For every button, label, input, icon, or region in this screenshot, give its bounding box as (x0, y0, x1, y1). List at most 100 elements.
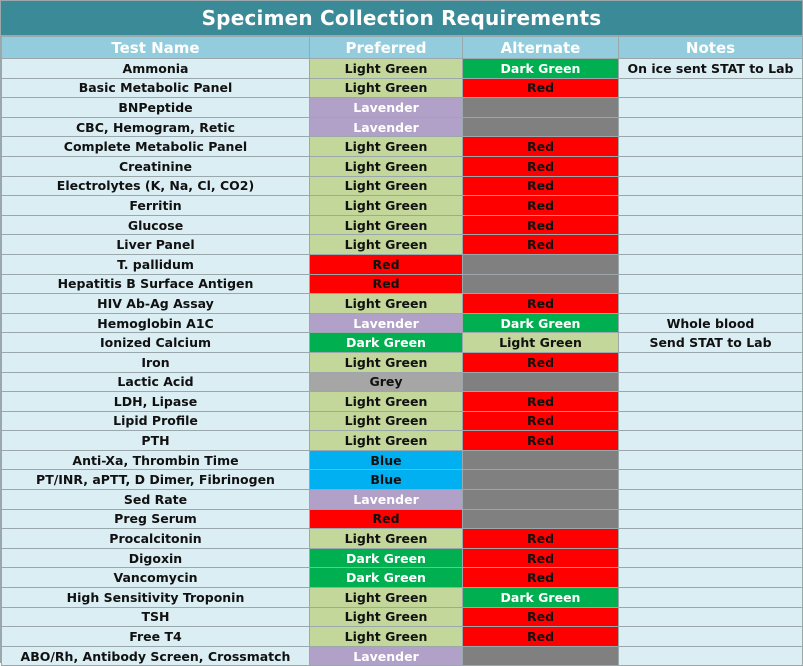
table-row: PTH Light Green Red (1, 430, 803, 451)
alternate-tube-cell: Red (462, 195, 619, 216)
notes-cell (618, 645, 803, 666)
alternate-tube-cell: Dark Green (462, 58, 619, 79)
table-row: Preg Serum Red (1, 508, 803, 530)
table-row: Iron Light Green Red (1, 351, 803, 373)
notes-cell (618, 587, 803, 608)
alternate-tube-cell (462, 273, 619, 295)
preferred-tube-cell: Light Green (309, 391, 463, 412)
test-name-cell: Anti-Xa, Thrombin Time (1, 449, 310, 471)
alternate-tube-cell: Red (462, 410, 619, 432)
preferred-tube-cell: Light Green (309, 136, 463, 157)
notes-cell (618, 430, 803, 451)
preferred-tube-cell: Light Green (309, 351, 463, 373)
test-name-cell: Vancomycin (1, 567, 310, 589)
notes-cell (618, 77, 803, 99)
test-name-cell: High Sensitivity Troponin (1, 587, 310, 608)
alternate-tube-cell: Red (462, 626, 619, 647)
test-name-cell: LDH, Lipase (1, 391, 310, 412)
alternate-tube-cell: Red (462, 391, 619, 412)
requirements-table: Test Name Preferred Alternate Notes Ammo… (1, 36, 803, 666)
preferred-tube-cell: Lavender (309, 645, 463, 666)
notes-cell (618, 469, 803, 491)
table-row: Electrolytes (K, Na, Cl, CO2) Light Green… (1, 175, 803, 197)
alternate-tube-cell (462, 116, 619, 138)
notes-cell (618, 136, 803, 157)
table-row: Digoxin Dark Green Red (1, 547, 803, 569)
table-row: Ammonia Light Green Dark Green On ice sent … (1, 58, 803, 79)
notes-cell (618, 195, 803, 216)
notes-cell (618, 175, 803, 197)
alternate-tube-cell (462, 489, 619, 510)
test-name-cell: Ionized Calcium (1, 332, 310, 353)
test-name-cell: TSH (1, 606, 310, 628)
test-name-cell: Procalcitonin (1, 528, 310, 549)
preferred-tube-cell: Red (309, 508, 463, 530)
notes-cell (618, 489, 803, 510)
notes-cell (618, 351, 803, 373)
preferred-tube-cell: Light Green (309, 175, 463, 197)
notes-cell (618, 155, 803, 177)
preferred-tube-cell: Red (309, 273, 463, 295)
test-name-cell: Lipid Profile (1, 410, 310, 432)
table-row: Creatinine Light Green Red (1, 155, 803, 177)
notes-cell (618, 253, 803, 275)
table-row: Lactic Acid Grey (1, 371, 803, 393)
header-test-name: Test Name (1, 36, 310, 59)
test-name-cell: PT/INR, aPTT, D Dimer, Fibrinogen (1, 469, 310, 491)
test-name-cell: Hepatitis B Surface Antigen (1, 273, 310, 295)
test-name-cell: Complete Metabolic Panel (1, 136, 310, 157)
notes-cell (618, 97, 803, 118)
table-row: ABO/Rh, Antibody Screen, Crossmatch Laven… (1, 645, 803, 666)
preferred-tube-cell: Grey (309, 371, 463, 393)
alternate-tube-cell: Red (462, 155, 619, 177)
test-name-cell: HIV Ab-Ag Assay (1, 293, 310, 314)
alternate-tube-cell (462, 645, 619, 666)
test-name-cell: Electrolytes (K, Na, Cl, CO2) (1, 175, 310, 197)
notes-cell (618, 449, 803, 471)
table-row: BNPeptide Lavender (1, 97, 803, 118)
preferred-tube-cell: Lavender (309, 97, 463, 118)
table-row: Free T4 Light Green Red (1, 626, 803, 647)
table-row: HIV Ab-Ag Assay Light Green Red (1, 293, 803, 314)
preferred-tube-cell: Light Green (309, 214, 463, 236)
preferred-tube-cell: Light Green (309, 195, 463, 216)
alternate-tube-cell: Red (462, 293, 619, 314)
preferred-tube-cell: Dark Green (309, 567, 463, 589)
preferred-tube-cell: Lavender (309, 489, 463, 510)
notes-cell (618, 371, 803, 393)
alternate-tube-cell: Dark Green (462, 587, 619, 608)
test-name-cell: Hemoglobin A1C (1, 312, 310, 334)
test-name-cell: Digoxin (1, 547, 310, 569)
table-row: Glucose Light Green Red (1, 214, 803, 236)
test-name-cell: BNPeptide (1, 97, 310, 118)
test-name-cell: CBC, Hemogram, Retic (1, 116, 310, 138)
table-body: Ammonia Light Green Dark Green On ice sent … (1, 58, 803, 666)
alternate-tube-cell (462, 253, 619, 275)
notes-cell (618, 293, 803, 314)
test-name-cell: Lactic Acid (1, 371, 310, 393)
test-name-cell: ABO/Rh, Antibody Screen, Crossmatch (1, 645, 310, 666)
alternate-tube-cell: Dark Green (462, 312, 619, 334)
preferred-tube-cell: Lavender (309, 312, 463, 334)
notes-cell: On ice sent STAT to Lab (618, 58, 803, 79)
alternate-tube-cell: Red (462, 606, 619, 628)
preferred-tube-cell: Blue (309, 469, 463, 491)
table-row: Ferritin Light Green Red (1, 195, 803, 216)
notes-cell (618, 410, 803, 432)
test-name-cell: T. pallidum (1, 253, 310, 275)
notes-cell (618, 606, 803, 628)
preferred-tube-cell: Light Green (309, 587, 463, 608)
table-row: Hemoglobin A1C Lavender Dark Green Whole bl… (1, 312, 803, 334)
table-row: Basic Metabolic Panel Light Green Red (1, 77, 803, 99)
header-row: Test Name Preferred Alternate Notes (1, 36, 803, 59)
preferred-tube-cell: Light Green (309, 410, 463, 432)
alternate-tube-cell (462, 469, 619, 491)
notes-cell (618, 273, 803, 295)
alternate-tube-cell: Red (462, 351, 619, 373)
test-name-cell: Basic Metabolic Panel (1, 77, 310, 99)
preferred-tube-cell: Light Green (309, 430, 463, 451)
preferred-tube-cell: Light Green (309, 626, 463, 647)
notes-cell: Send STAT to Lab (618, 332, 803, 353)
alternate-tube-cell: Red (462, 175, 619, 197)
